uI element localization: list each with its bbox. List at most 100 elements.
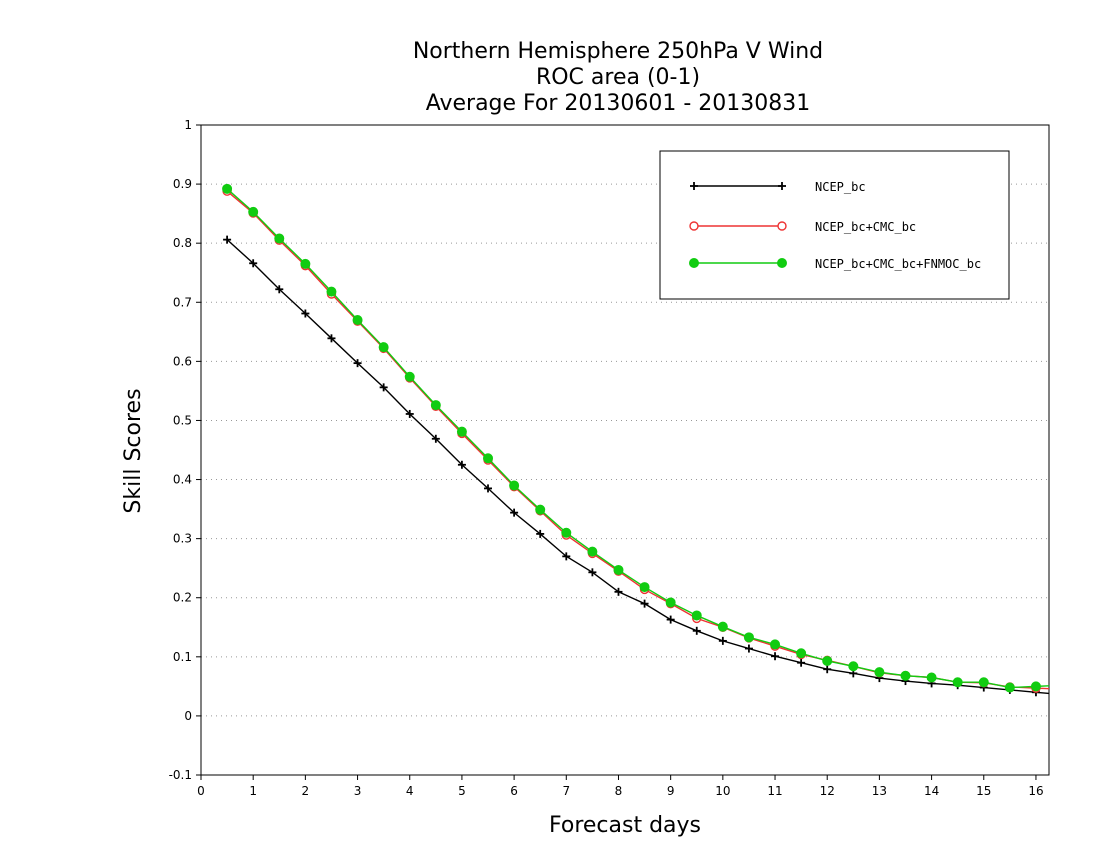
series-2-point-20 bbox=[743, 632, 754, 643]
x-tick-label-0: 0 bbox=[197, 784, 205, 798]
legend-label-2: NCEP_bc+CMC_bc+FNMOC_bc bbox=[815, 257, 981, 271]
y-tick-label-3: 0.2 bbox=[173, 591, 192, 605]
series-2-point-18 bbox=[691, 610, 702, 621]
series-0-point-19 bbox=[718, 636, 727, 645]
legend-label-0: NCEP_bc bbox=[815, 180, 866, 194]
series-2-point-7 bbox=[404, 371, 415, 382]
series-2-point-6 bbox=[378, 342, 389, 353]
series-0-point-12 bbox=[536, 529, 545, 538]
series-0-point-20 bbox=[744, 644, 753, 653]
series-2-point-16 bbox=[639, 582, 650, 593]
y-axis-ticks: -0.1 0 0.1 0.2 0.3 0.4 0.5 0.6 0.7 0.8 0.9 1 bbox=[169, 118, 201, 782]
x-axis-title: Forecast days bbox=[549, 813, 701, 838]
series-2-point-0 bbox=[222, 183, 233, 194]
series-2-point-25 bbox=[874, 667, 885, 678]
legend-entry-2: NCEP_bc+CMC_bc+FNMOC_bc bbox=[689, 257, 981, 271]
legend-marker-left-1 bbox=[689, 221, 699, 231]
series-0-point-4 bbox=[327, 334, 336, 343]
series-2-point-17 bbox=[665, 597, 676, 608]
series-2 bbox=[222, 183, 1050, 693]
series-0-point-10 bbox=[484, 484, 493, 493]
legend-box bbox=[659, 150, 1010, 300]
chart-title: Northern Hemisphere 250hPa V Wind ROC ar… bbox=[413, 39, 823, 116]
x-tick-label-8: 8 bbox=[615, 784, 623, 798]
series-0-point-14 bbox=[588, 568, 597, 577]
series-0-point-11 bbox=[510, 508, 519, 517]
series-0-point-2 bbox=[275, 285, 284, 294]
x-tick-label-14: 14 bbox=[924, 784, 939, 798]
series-0-point-7 bbox=[405, 409, 414, 418]
x-tick-label-12: 12 bbox=[820, 784, 835, 798]
data-series bbox=[222, 183, 1050, 697]
x-axis-ticks: 0 1 2 3 4 5 6 7 8 9 10 11 12 13 14 15 16 bbox=[197, 775, 1044, 798]
y-tick-label-7: 0.6 bbox=[173, 354, 192, 368]
legend-marker-right-2 bbox=[777, 258, 787, 268]
x-tick-label-7: 7 bbox=[562, 784, 570, 798]
x-tick-label-5: 5 bbox=[458, 784, 466, 798]
y-tick-label-4: 0.3 bbox=[173, 532, 192, 546]
series-0-point-17 bbox=[666, 615, 675, 624]
y-tick-label-10: 0.9 bbox=[173, 177, 192, 191]
y-tick-label-2: 0.1 bbox=[173, 650, 192, 664]
y-tick-label-6: 0.5 bbox=[173, 413, 192, 427]
legend-entry-1: NCEP_bc+CMC_bc bbox=[689, 220, 916, 234]
series-2-point-21 bbox=[770, 639, 781, 650]
x-tick-label-13: 13 bbox=[872, 784, 887, 798]
x-tick-label-9: 9 bbox=[667, 784, 675, 798]
x-tick-label-4: 4 bbox=[406, 784, 414, 798]
series-2-point-2 bbox=[274, 233, 285, 244]
x-tick-label-15: 15 bbox=[976, 784, 991, 798]
series-2-point-26 bbox=[900, 670, 911, 681]
series-0-point-15 bbox=[614, 587, 623, 596]
legend-marker-right-0 bbox=[778, 182, 786, 190]
y-tick-label-1: 0 bbox=[184, 709, 192, 723]
series-2-point-28 bbox=[952, 677, 963, 688]
series-0 bbox=[223, 235, 1050, 697]
series-2-point-15 bbox=[613, 564, 624, 575]
series-2-point-22 bbox=[796, 648, 807, 659]
series-2-point-29 bbox=[978, 677, 989, 688]
legend: NCEP_bc NCEP_bc+CMC_bc NCEP_bc+CMC_bc+FNMO… bbox=[659, 150, 1010, 300]
y-tick-label-11: 1 bbox=[184, 118, 192, 132]
series-0-point-0 bbox=[223, 235, 232, 244]
series-2-point-19 bbox=[717, 621, 728, 632]
y-tick-label-8: 0.7 bbox=[173, 295, 192, 309]
series-2-point-5 bbox=[352, 315, 363, 325]
series-2-point-13 bbox=[561, 527, 572, 538]
x-tick-label-6: 6 bbox=[510, 784, 518, 798]
series-0-point-18 bbox=[692, 626, 701, 635]
x-tick-label-16: 16 bbox=[1028, 784, 1043, 798]
series-2-point-12 bbox=[535, 504, 546, 515]
legend-marker-left-2 bbox=[689, 258, 699, 268]
series-0-point-21 bbox=[771, 652, 780, 661]
series-2-point-27 bbox=[926, 672, 937, 683]
series-2-point-30 bbox=[1004, 682, 1015, 693]
series-0-point-22 bbox=[797, 658, 806, 667]
series-2-point-3 bbox=[300, 258, 311, 269]
series-0-point-6 bbox=[379, 383, 388, 392]
y-tick-label-0: -0.1 bbox=[169, 768, 192, 782]
x-tick-label-3: 3 bbox=[354, 784, 362, 798]
legend-marker-right-1 bbox=[777, 221, 787, 231]
series-2-point-1 bbox=[248, 206, 259, 217]
x-tick-label-1: 1 bbox=[249, 784, 257, 798]
series-0-point-8 bbox=[431, 434, 440, 443]
chart-title-line-1: Northern Hemisphere 250hPa V Wind bbox=[413, 39, 823, 64]
plot-area-frame bbox=[200, 124, 1050, 776]
series-0-point-16 bbox=[640, 599, 649, 608]
series-2-point-4 bbox=[326, 286, 337, 297]
chart-title-line-2: ROC area (0-1) bbox=[536, 65, 700, 90]
series-2-point-14 bbox=[587, 546, 598, 557]
series-0-point-13 bbox=[562, 552, 571, 561]
x-tick-label-2: 2 bbox=[302, 784, 310, 798]
series-2-point-9 bbox=[456, 426, 467, 437]
y-tick-label-5: 0.4 bbox=[173, 473, 192, 487]
y-axis-title: Skill Scores bbox=[121, 388, 146, 513]
x-tick-label-10: 10 bbox=[715, 784, 730, 798]
series-2-point-23 bbox=[822, 655, 833, 666]
series-2-point-31 bbox=[1030, 681, 1041, 692]
series-0-point-3 bbox=[301, 309, 310, 318]
series-line-0 bbox=[226, 239, 1050, 695]
series-2-point-8 bbox=[430, 400, 441, 411]
chart-title-line-3: Average For 20130601 - 20130831 bbox=[426, 91, 811, 116]
